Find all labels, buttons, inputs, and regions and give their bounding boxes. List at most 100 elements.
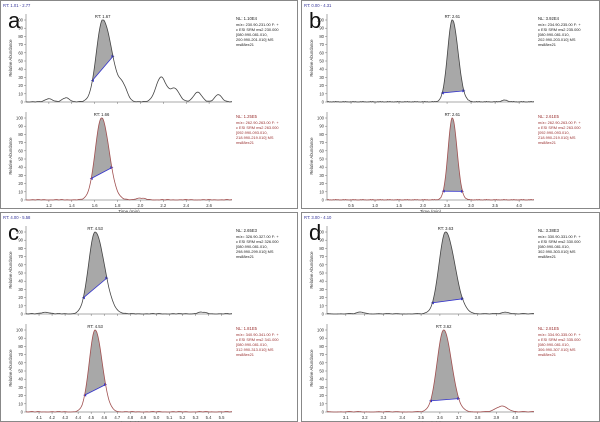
nl-label: NL: 3.92E4 [538,16,560,21]
y-tick-label: 90 [18,26,23,31]
y-tick-label: 20 [319,295,324,300]
y-tick-label: 100 [16,328,24,333]
peak-baseline [91,167,113,179]
y-tick-label: 10 [319,91,324,96]
y-tick-label: 100 [317,230,325,235]
y-tick-label: 0 [21,100,24,105]
x-tick-label: 4.3 [62,415,68,420]
x-tick-label: 2.4 [183,203,189,208]
y-tick-label: 80 [18,34,23,39]
filter-line: [092.990-093.010, [236,130,268,135]
filter-line: 218.990-219.010] MS [538,135,576,140]
panel-letter: a [8,8,21,33]
y-axis-label: Relative Abundance [309,39,314,77]
y-tick-label: 80 [319,34,324,39]
filter-line: m/z= 340.90-341.00 F: + [236,332,279,337]
panel-letter: b [309,8,321,33]
x-tick-label: 5.1 [167,415,173,420]
x-tick-label: 3.1 [343,415,349,420]
y-tick-label: 10 [18,303,23,308]
filter-line: c ESI SRM ms2 230.000 [236,27,279,32]
y-tick-label: 50 [18,271,23,276]
x-tick-label: 2.0 [420,203,426,208]
filter-line: 200.990-201.010] MS [236,37,274,42]
trace-1: 0 10 20 30 40 50 60 70 80 90 100 Relative Abundance… [309,14,581,105]
x-tick-label: 3.2 [362,415,368,420]
filter-line: ms88ex21 [538,42,556,47]
y-tick-label: 60 [18,262,23,267]
x-tick-label: 4.5 [88,415,94,420]
y-tick-label: 90 [18,238,23,243]
trace-2: 0 10 20 30 40 50 60 70 80 90 100 Relative Abundance… [8,324,279,422]
rt-range-label: RT: 4.00 - 5.58 [3,215,31,220]
y-tick-label: 70 [18,140,23,145]
y-tick-label: 60 [319,50,324,55]
x-tick-label: 4.4 [75,415,81,420]
y-tick-label: 20 [319,393,324,398]
filter-line: c ESI SRM ms2 263.000 [236,125,279,130]
trace-line [25,117,233,201]
rt-range-label: RT: 3.00 - 4.10 [304,215,332,220]
y-tick-label: 0 [322,312,325,317]
y-tick-label: 10 [18,189,23,194]
y-tick-label: 60 [319,148,324,153]
y-tick-label: 70 [18,42,23,47]
x-tick-label: 1.8 [115,203,121,208]
filter-line: ms88ex21 [538,352,556,357]
peak-rt-label: RT: 1.67 [95,14,111,19]
integrated-peak-area [430,330,459,401]
integrated-peak-area [442,20,464,93]
x-tick-label: 2.5 [444,203,450,208]
panel-b: RT: 0.00 - 4.31b0102030405060708090100Re… [301,0,600,214]
y-axis-label: Relative Abundance [8,349,13,387]
filter-line: c ESI SRM ms2 235.000 [538,27,581,32]
trace-1: 0 10 20 30 40 50 60 70 80 90 100 Relative Abundance… [8,226,279,317]
x-tick-label: 5.0 [153,415,159,420]
y-tick-label: 20 [319,181,324,186]
filter-line: m/z= 262.90-263.00 F: + [538,120,581,125]
filter-line: [092.990-093.010, [538,130,570,135]
filter-line: m/z= 326.90-327.00 F: + [236,234,279,239]
peak-baseline [430,398,459,402]
y-tick-label: 10 [319,401,324,406]
y-tick-label: 50 [18,59,23,64]
y-tick-label: 50 [319,59,324,64]
filter-line: ms88ex21 [538,140,556,145]
panel-a: RT: 1.01 - 2.77a0102030405060708090100Re… [0,0,298,214]
y-tick-label: 80 [319,246,324,251]
x-tick-label: 3.8 [475,415,481,420]
y-tick-label: 60 [18,50,23,55]
x-tick-label: 3.9 [493,415,499,420]
y-tick-label: 40 [319,165,324,170]
panel-c: RT: 4.00 - 5.58c0102030405060708090100Re… [0,212,298,422]
trace-line [326,19,535,103]
x-tick-label: 3.5 [418,415,424,420]
y-tick-label: 40 [18,377,23,382]
filter-line: 302.990-303.010] MS [538,249,576,254]
y-tick-label: 10 [18,91,23,96]
filter-line: c ESI SRM ms2 335.000 [538,337,581,342]
y-tick-label: 100 [16,230,24,235]
x-tick-label: 2.2 [160,203,166,208]
filter-line: 202.990-203.010] MS [538,37,576,42]
y-tick-label: 60 [18,148,23,153]
x-tick-label: 2.6 [206,203,212,208]
peak-rt-label: RT: 2.61 [445,14,461,19]
y-tick-label: 50 [18,157,23,162]
x-tick-label: 3.5 [492,203,498,208]
y-tick-label: 50 [319,271,324,276]
filter-line: ms88ex21 [236,352,254,357]
filter-line: 306.990-307.010] MS [538,347,576,352]
x-tick-label: 4.1 [36,415,42,420]
y-tick-label: 50 [18,369,23,374]
nl-label: NL: 1.10E4 [236,16,258,21]
filter-line: c ESI SRM ms2 330.000 [538,239,581,244]
x-tick-label: 1.6 [92,203,98,208]
x-tick-label: 3.6 [437,415,443,420]
peak-rt-label: RT: 2.61 [445,112,461,117]
x-tick-label: 4.2 [49,415,55,420]
panel-border [0,212,298,422]
y-axis-label: Relative Abundance [309,251,314,289]
filter-line: c ESI SRM ms2 341.000 [236,337,279,342]
filter-line: m/z= 334.90-335.00 F: + [538,332,581,337]
